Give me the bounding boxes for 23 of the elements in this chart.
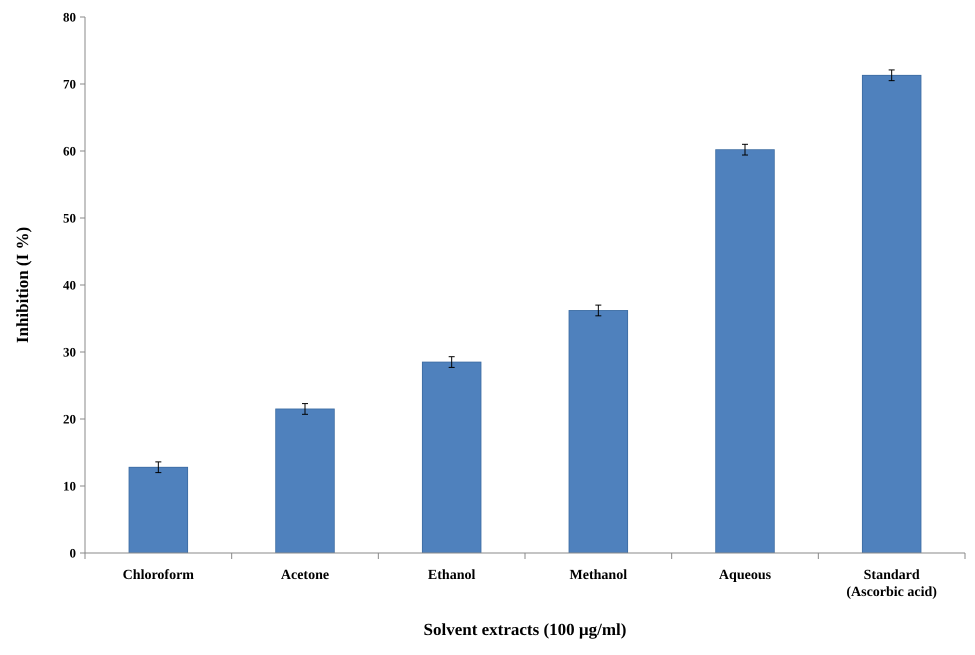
- y-tick-label: 10: [63, 478, 76, 494]
- y-tick-label: 20: [63, 412, 76, 427]
- y-tick-label: 80: [63, 10, 76, 25]
- bar: [715, 149, 775, 554]
- x-axis-title: Solvent extracts (100 µg/ml): [424, 620, 626, 639]
- y-tick-label: 50: [63, 210, 76, 226]
- y-tick-label: 70: [63, 76, 76, 92]
- y-tick-label: 30: [63, 344, 76, 360]
- bar: [128, 466, 188, 554]
- x-tick-label: Standard (Ascorbic acid): [846, 568, 938, 600]
- x-tick-label: Acetone: [280, 568, 330, 583]
- bar: [422, 362, 482, 554]
- y-tick-label: 60: [63, 144, 76, 159]
- bar: [862, 74, 922, 554]
- x-tick-label: Chloroform: [122, 568, 194, 583]
- bar: [275, 408, 335, 554]
- x-tick-label: Aqueous: [718, 568, 772, 583]
- y-tick-label: 40: [63, 278, 76, 293]
- x-tick-label: Ethanol: [428, 568, 476, 583]
- x-tick-label: Methanol: [570, 568, 628, 583]
- y-axis-title: Inhibition (I %): [13, 226, 32, 344]
- bar: [568, 310, 628, 554]
- y-tick-label: 0: [70, 546, 76, 561]
